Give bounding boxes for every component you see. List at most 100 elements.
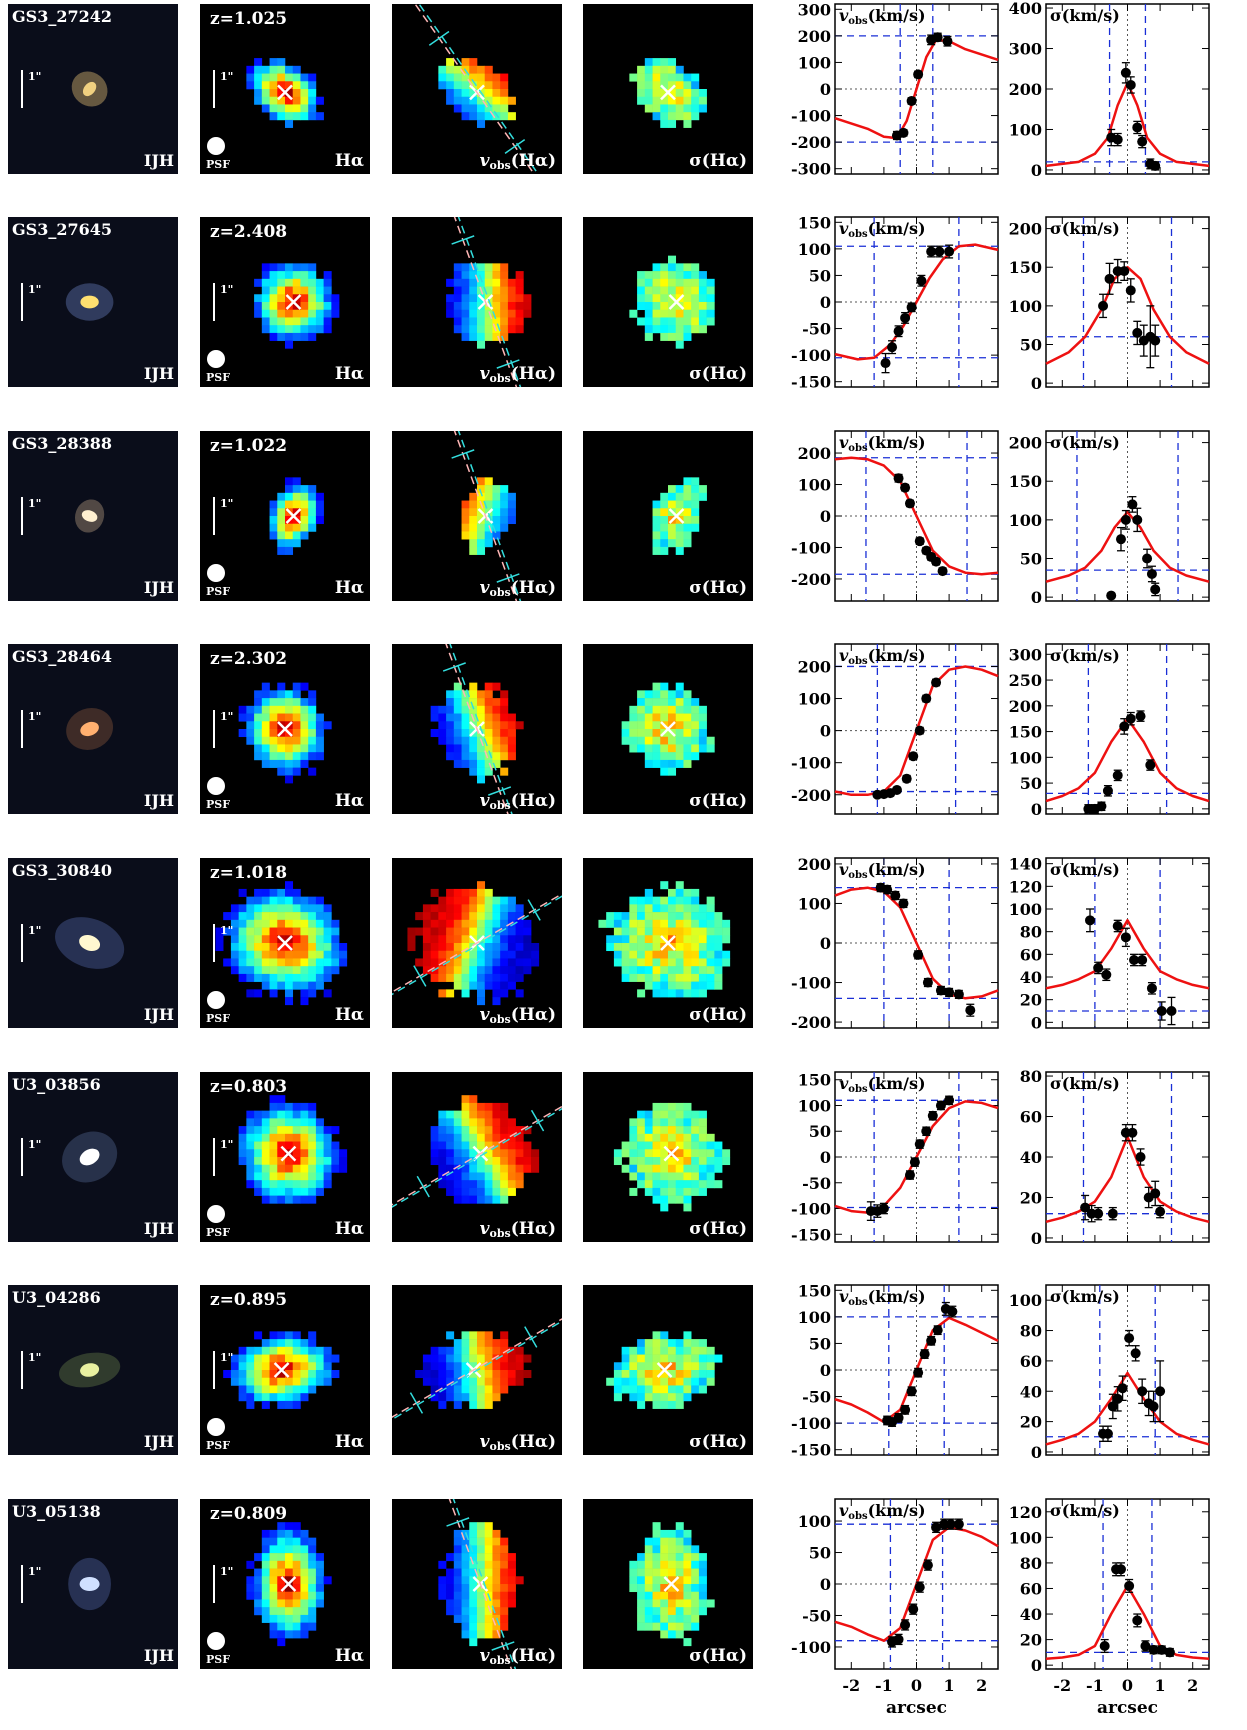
data-point — [1137, 1386, 1148, 1397]
data-point — [1093, 962, 1104, 973]
map-pixel — [484, 767, 493, 776]
map-pixel — [644, 698, 653, 707]
map-pixel — [675, 1110, 684, 1119]
map-pixel — [254, 1187, 263, 1196]
map-pixel — [261, 1118, 270, 1127]
map-pixel — [484, 973, 493, 982]
map-pixel — [652, 1110, 661, 1119]
map-pixel — [261, 1346, 270, 1355]
map-pixel — [683, 1576, 692, 1585]
map-pixel — [660, 119, 669, 128]
map-pixel — [477, 1537, 486, 1546]
map-pixel — [606, 1377, 615, 1386]
map-pixel — [300, 896, 309, 905]
map-pixel — [500, 1339, 509, 1348]
map-pixel — [430, 1354, 439, 1363]
map-pixel — [507, 325, 516, 334]
map-pixel — [238, 1157, 247, 1166]
map-pixel — [668, 1110, 677, 1119]
map-pixel — [254, 1591, 263, 1600]
map-pixel — [285, 96, 294, 105]
map-pixel — [492, 73, 501, 82]
map-pixel — [691, 973, 700, 982]
map-pixel — [261, 705, 270, 714]
map-pixel — [637, 1370, 646, 1379]
map-pixel — [492, 516, 501, 525]
map-pixel — [453, 1195, 462, 1204]
map-pixel — [637, 1377, 646, 1386]
vobs-map-label: vobs(Hα) — [480, 364, 556, 385]
map-pixel — [691, 516, 700, 525]
map-pixel — [315, 1133, 324, 1142]
map-pixel — [446, 1568, 455, 1577]
map-pixel — [637, 1141, 646, 1150]
data-point — [965, 1005, 976, 1016]
map-pixel — [668, 1400, 677, 1409]
map-pixel — [461, 271, 470, 280]
y-tick-label: 60 — [1020, 1579, 1042, 1598]
map-pixel — [469, 1537, 478, 1546]
map-pixel — [629, 1157, 638, 1166]
map-pixel — [668, 705, 677, 714]
map-pixel — [300, 759, 309, 768]
map-pixel — [660, 690, 669, 699]
map-pixel — [492, 294, 501, 303]
map-pixel — [652, 1545, 661, 1554]
map-pixel — [637, 966, 646, 975]
map-pixel — [446, 1362, 455, 1371]
map-pixel — [461, 896, 470, 905]
map-pixel — [331, 302, 340, 311]
map-pixel — [285, 989, 294, 998]
map-pixel — [300, 286, 309, 295]
map-pixel — [269, 1133, 278, 1142]
map-pixel — [484, 912, 493, 921]
map-pixel — [315, 943, 324, 952]
map-pixel — [637, 1339, 646, 1348]
map-pixel — [675, 1126, 684, 1135]
map-pixel — [698, 713, 707, 722]
map-pixel — [660, 682, 669, 691]
map-pixel — [254, 1133, 263, 1142]
map-pixel — [315, 721, 324, 730]
y-tick-label: -150 — [791, 373, 831, 392]
map-pixel — [691, 1164, 700, 1173]
map-pixel — [621, 1346, 630, 1355]
map-pixel — [500, 981, 509, 990]
map-pixel — [629, 1118, 638, 1127]
map-pixel — [644, 1141, 653, 1150]
data-point — [1101, 969, 1112, 980]
map-pixel — [637, 1385, 646, 1394]
map-pixel — [277, 112, 286, 121]
map-pixel — [644, 1568, 653, 1577]
map-pixel — [323, 309, 332, 318]
map-pixel — [652, 1614, 661, 1623]
map-pixel — [660, 1149, 669, 1158]
map-pixel — [446, 1346, 455, 1355]
map-pixel — [238, 1377, 247, 1386]
map-pixel — [683, 1591, 692, 1600]
map-pixel — [246, 713, 255, 722]
map-pixel — [339, 943, 348, 952]
y-tick-label: -100 — [791, 107, 831, 126]
map-pixel — [453, 1584, 462, 1593]
y-tick-label: 0 — [1031, 374, 1042, 393]
filter-label: IJH — [144, 1432, 174, 1451]
y-tick-label: 400 — [1009, 0, 1042, 18]
map-pixel — [714, 1164, 723, 1173]
map-pixel — [644, 705, 653, 714]
map-pixel — [477, 919, 486, 928]
map-pixel — [285, 325, 294, 334]
map-pixel — [469, 1187, 478, 1196]
map-pixel — [484, 73, 493, 82]
y-tick-label: 0 — [820, 1361, 831, 1380]
map-pixel — [292, 943, 301, 952]
map-pixel — [698, 1599, 707, 1608]
map-pixel — [308, 1172, 317, 1181]
map-pixel — [223, 927, 232, 936]
map-pixel — [523, 919, 532, 928]
galaxy-id: GS3_27645 — [12, 220, 112, 239]
map-pixel — [629, 744, 638, 753]
